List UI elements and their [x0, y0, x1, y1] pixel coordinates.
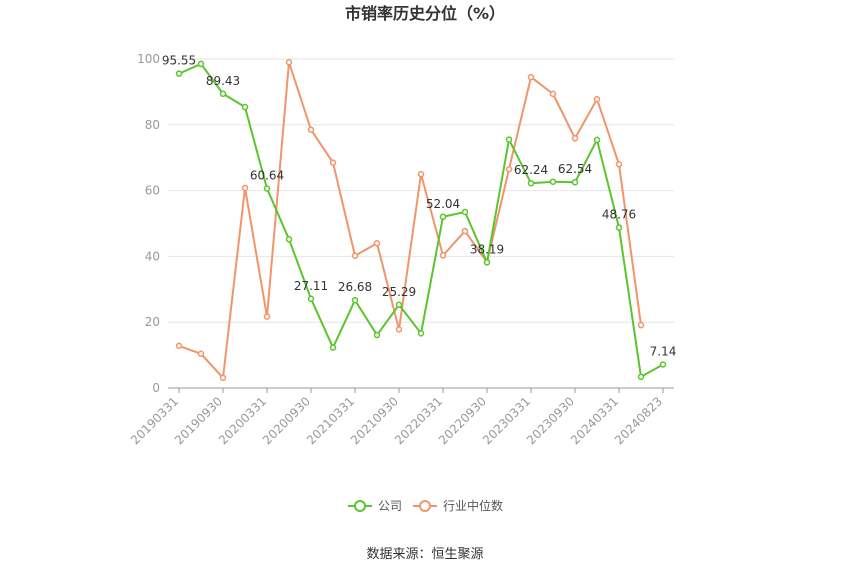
- data-label: 38.19: [470, 242, 504, 256]
- data-point[interactable]: [527, 179, 535, 187]
- data-point[interactable]: [351, 296, 359, 304]
- data-labels: 95.55 89.43 60.64 27.11 26.68 25.29 52.04 38.19…: [162, 54, 677, 359]
- series-layer: [175, 59, 667, 382]
- data-point[interactable]: [505, 136, 513, 143]
- y-tick-label: 80: [145, 118, 160, 132]
- data-point[interactable]: [549, 90, 557, 98]
- data-label: 89.43: [206, 74, 240, 88]
- legend[interactable]: 公司 行业中位数: [348, 498, 503, 513]
- data-point[interactable]: [593, 95, 601, 103]
- data-point[interactable]: [615, 161, 623, 168]
- data-point[interactable]: [505, 165, 513, 173]
- data-point[interactable]: [263, 313, 271, 320]
- data-point[interactable]: [175, 342, 183, 350]
- data-point[interactable]: [439, 213, 447, 221]
- data-point[interactable]: [395, 301, 403, 309]
- data-point[interactable]: [461, 208, 469, 216]
- data-label: 25.29: [382, 285, 416, 299]
- data-label: 95.55: [162, 54, 196, 68]
- data-point[interactable]: [549, 178, 557, 185]
- data-point[interactable]: [659, 361, 667, 368]
- data-point[interactable]: [263, 185, 271, 192]
- series-line: [178, 61, 642, 379]
- data-point[interactable]: [615, 224, 623, 231]
- legend-item-industry[interactable]: 行业中位数: [413, 498, 503, 513]
- data-label: 27.11: [294, 279, 328, 293]
- data-source: 数据来源：恒生聚源: [366, 547, 483, 562]
- legend-marker-industry: [419, 500, 431, 512]
- data-point[interactable]: [439, 252, 447, 259]
- legend-label-company: 公司: [378, 499, 402, 513]
- data-label: 26.68: [338, 280, 372, 294]
- data-label: 62.24: [514, 163, 548, 177]
- data-point[interactable]: [241, 184, 249, 192]
- legend-marker-company: [354, 500, 366, 512]
- chart-title: 市销率历史分位（%）: [345, 4, 505, 23]
- data-point[interactable]: [329, 159, 337, 166]
- data-point[interactable]: [197, 350, 205, 358]
- data-point[interactable]: [373, 239, 381, 247]
- x-axis: 2019033120190930202003312020093020210331…: [128, 387, 674, 447]
- data-point[interactable]: [197, 60, 205, 68]
- data-label: 48.76: [602, 208, 636, 222]
- grid-lines: [168, 58, 674, 323]
- legend-label-industry: 行业中位数: [443, 498, 503, 513]
- data-point[interactable]: [219, 374, 227, 382]
- data-point[interactable]: [241, 103, 249, 111]
- legend-item-company[interactable]: 公司: [348, 499, 402, 513]
- data-point[interactable]: [417, 170, 425, 178]
- data-point[interactable]: [329, 344, 337, 351]
- data-point[interactable]: [571, 135, 579, 142]
- data-point[interactable]: [461, 227, 469, 235]
- data-point[interactable]: [285, 236, 293, 243]
- data-point[interactable]: [527, 73, 535, 81]
- data-point[interactable]: [571, 178, 579, 186]
- data-point[interactable]: [593, 136, 601, 144]
- data-point[interactable]: [307, 126, 315, 133]
- y-tick-label: 40: [145, 249, 160, 263]
- series-company: [175, 60, 667, 381]
- data-point[interactable]: [483, 259, 491, 266]
- data-point[interactable]: [351, 252, 359, 259]
- y-tick-label: 20: [145, 315, 160, 329]
- data-point[interactable]: [307, 295, 315, 303]
- data-label: 62.54: [558, 162, 592, 176]
- x-tick-label: 20240823: [612, 394, 665, 447]
- data-label: 52.04: [426, 197, 460, 211]
- data-point[interactable]: [373, 331, 381, 339]
- data-point[interactable]: [285, 59, 293, 66]
- data-point[interactable]: [175, 70, 183, 77]
- data-point[interactable]: [637, 321, 645, 329]
- data-point[interactable]: [219, 90, 227, 98]
- data-point[interactable]: [637, 373, 645, 381]
- data-label: 7.14: [650, 345, 677, 359]
- data-point[interactable]: [395, 326, 403, 333]
- y-axis-ticks: 0 20 40 60 80 100: [137, 52, 160, 395]
- data-point[interactable]: [417, 330, 425, 337]
- y-tick-label: 100: [137, 52, 160, 66]
- y-tick-label: 60: [145, 184, 160, 198]
- data-label: 60.64: [250, 168, 284, 182]
- y-tick-label: 0: [152, 381, 160, 395]
